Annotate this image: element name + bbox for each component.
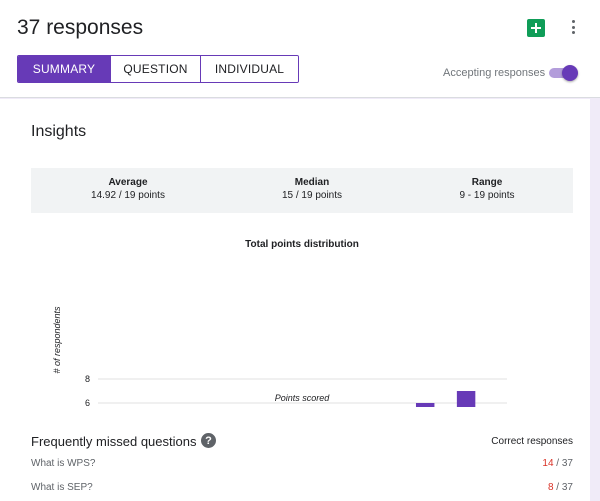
- question-text: What is SEP?: [31, 482, 93, 493]
- stat-value: 15 / 19 points: [281, 190, 343, 201]
- stat-value: 9 - 19 points: [459, 190, 515, 201]
- responses-tabs: SUMMARY QUESTION INDIVIDUAL: [17, 55, 299, 83]
- summary-card: Insights Average 14.92 / 19 points Media…: [0, 99, 590, 501]
- total-count: / 37: [553, 458, 573, 469]
- y-tick-label: 6: [85, 398, 90, 407]
- responses-count-title: 37 responses: [17, 16, 144, 39]
- total-count: / 37: [553, 482, 573, 493]
- accepting-responses-toggle[interactable]: [549, 65, 580, 82]
- stat-label: Range: [471, 177, 503, 188]
- x-axis-label: Points scored: [275, 393, 331, 403]
- chart-axes: 0246802468101214161820: [85, 374, 90, 407]
- page-background-edge: [590, 99, 600, 501]
- stat-value: 14.92 / 19 points: [91, 190, 165, 201]
- stat-range: Range 9 - 19 points: [417, 177, 557, 201]
- y-tick-label: 8: [85, 374, 90, 384]
- missed-questions-heading: Frequently missed questions: [31, 434, 197, 449]
- help-icon[interactable]: ?: [201, 433, 216, 448]
- correct-count: 8: [547, 482, 554, 493]
- sheets-icon[interactable]: [527, 19, 545, 37]
- tab-individual[interactable]: INDIVIDUAL: [201, 56, 298, 82]
- stat-median: Median 15 / 19 points: [242, 177, 382, 201]
- stat-average: Average 14.92 / 19 points: [58, 177, 198, 201]
- correct-count: 14: [542, 458, 554, 469]
- chart-bars: [415, 391, 476, 407]
- tab-summary[interactable]: SUMMARY: [18, 56, 111, 82]
- chart-bar: [415, 403, 435, 407]
- tab-question[interactable]: QUESTION: [111, 56, 201, 82]
- correct-score: 8 / 37: [548, 482, 573, 493]
- chart-gridlines: [98, 378, 507, 404]
- correct-responses-header: Correct responses: [491, 436, 573, 447]
- chart-title: Total points distribution: [245, 239, 359, 250]
- y-axis-label: # of respondents: [52, 306, 62, 374]
- missed-question-row[interactable]: What is WPS? 14 / 37: [31, 458, 573, 472]
- more-options-icon[interactable]: [566, 18, 580, 36]
- question-text: What is WPS?: [31, 458, 96, 469]
- correct-score: 14 / 37: [542, 458, 573, 469]
- insights-heading: Insights: [31, 123, 87, 140]
- accepting-responses-label: Accepting responses: [443, 67, 546, 79]
- stat-label: Median: [294, 177, 330, 188]
- missed-question-row[interactable]: What is SEP? 8 / 37: [31, 482, 573, 496]
- points-distribution-chart: Total points distribution 02468024681012…: [52, 239, 507, 407]
- responses-header: 37 responses SUMMARY QUESTION INDIVIDUAL…: [0, 0, 600, 98]
- stat-label: Average: [108, 177, 148, 188]
- chart-bar: [456, 391, 476, 407]
- insights-stats: Average 14.92 / 19 points Median 15 / 19…: [31, 168, 573, 213]
